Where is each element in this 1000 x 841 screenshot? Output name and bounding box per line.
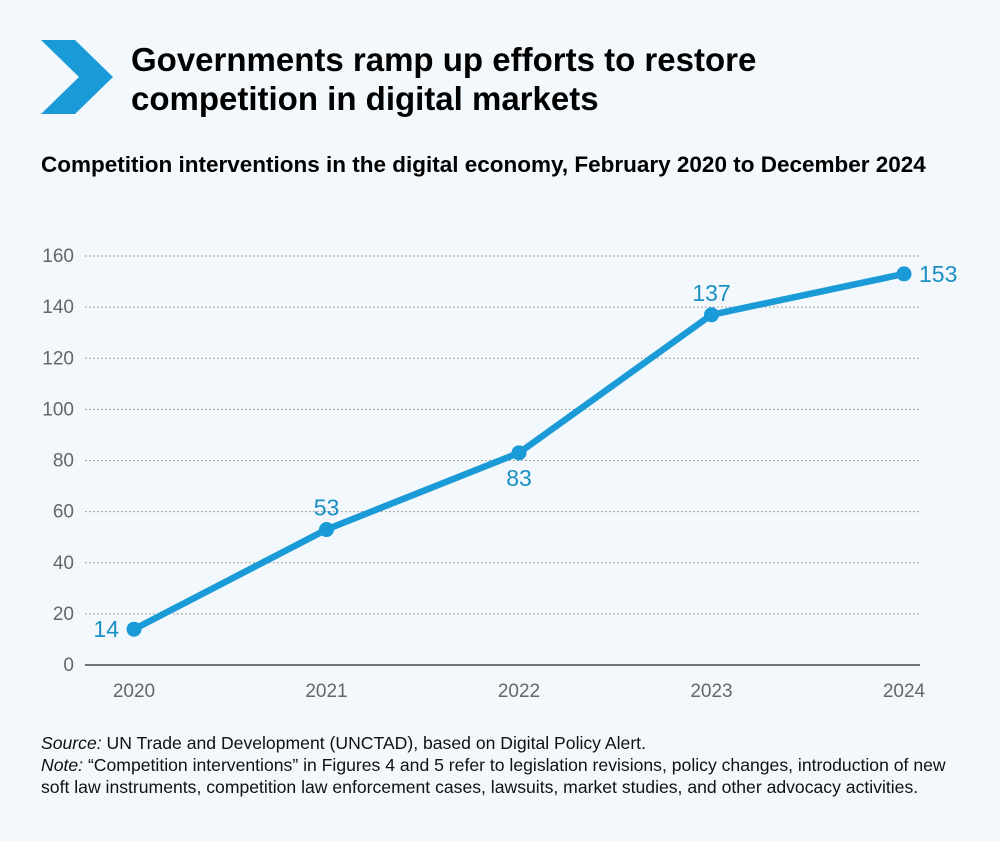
source-text: UN Trade and Development (UNCTAD), based… (101, 733, 646, 753)
source-note: Source: UN Trade and Development (UNCTAD… (41, 732, 971, 754)
y-tick-label: 0 (63, 655, 74, 676)
data-label: 83 (506, 465, 532, 491)
y-tick-label: 60 (53, 502, 74, 523)
x-tick-label: 2020 (113, 681, 155, 702)
chart-footnotes: Source: UN Trade and Development (UNCTAD… (41, 732, 971, 798)
data-point (704, 307, 719, 323)
note: Note: “Competition interventions” in Fig… (41, 754, 971, 798)
x-tick-label: 2021 (305, 681, 347, 702)
y-tick-label: 100 (42, 399, 74, 420)
data-label: 53 (314, 495, 340, 521)
chart-subtitle: Competition interventions in the digital… (41, 152, 926, 177)
y-tick-label: 140 (42, 297, 74, 318)
note-text: “Competition interventions” in Figures 4… (41, 755, 946, 797)
x-tick-label: 2022 (498, 681, 540, 702)
data-label: 14 (93, 616, 119, 642)
note-label: Note: (41, 755, 84, 775)
y-tick-label: 120 (42, 348, 74, 369)
data-point (511, 445, 527, 461)
data-label: 137 (692, 280, 730, 306)
line-chart: 0 20 40 60 80 100 120 140 160 2020 2021 2022 2023 20… (42, 246, 957, 702)
x-tick-label: 2024 (883, 681, 926, 702)
data-point (126, 621, 142, 637)
data-point (319, 522, 334, 538)
page-title: Governments ramp up efforts to restore c… (131, 41, 757, 117)
data-point (896, 266, 912, 282)
y-tick-label: 40 (53, 553, 74, 574)
chevron-right-icon (41, 40, 113, 114)
source-label: Source: (41, 733, 102, 753)
y-tick-label: 80 (53, 451, 74, 472)
x-tick-label: 2023 (690, 681, 732, 702)
y-tick-label: 160 (42, 246, 74, 267)
data-label: 153 (919, 261, 957, 287)
y-tick-label: 20 (53, 604, 74, 625)
